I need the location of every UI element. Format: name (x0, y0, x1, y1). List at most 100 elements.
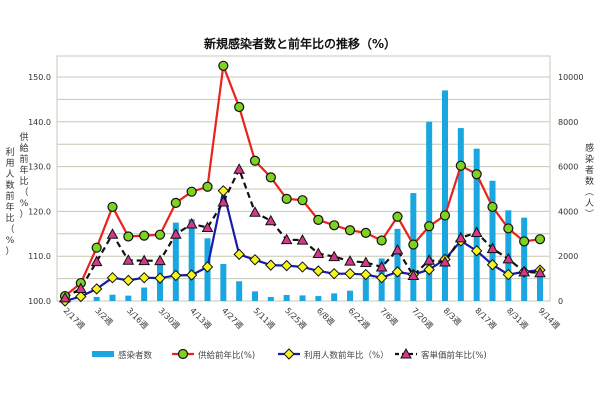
x-tick-label: 3/30週 (157, 306, 182, 331)
y-right-tick-label: 10000 (558, 73, 583, 82)
bar-cases (331, 293, 338, 301)
marker-diamond (391, 266, 404, 278)
legend-label: 供給前年比(%) (198, 350, 255, 361)
marker-triangle (470, 226, 483, 237)
bar-cases (347, 290, 353, 301)
y-left-axis-label-char: 前 (19, 153, 28, 165)
marker-circle (360, 227, 371, 239)
marker-triangle (344, 255, 356, 266)
marker-circle (202, 181, 213, 192)
marker-circle (519, 236, 530, 247)
marker-circle (313, 214, 324, 226)
marker-circle (408, 239, 419, 250)
y-left-axis-label-char: 比 (19, 175, 28, 187)
marker-circle (534, 234, 546, 245)
marker-circle (265, 172, 276, 183)
x-tick-label: 8/17週 (473, 306, 498, 331)
marker-circle (177, 348, 189, 360)
marker-triangle (138, 254, 151, 266)
bar-cases (362, 274, 369, 301)
bar-cases (457, 128, 464, 301)
legend-label: 感染者数 (118, 350, 153, 361)
marker-triangle (486, 242, 499, 254)
y-left-axis-label-char: 年 (5, 201, 14, 213)
x-tick-label: 3/2週 (93, 306, 114, 327)
marker-triangle (439, 255, 451, 267)
bar-cases (299, 295, 306, 301)
marker-triangle (400, 347, 412, 359)
marker-triangle (454, 231, 467, 243)
bar-cases (537, 271, 543, 301)
marker-circle (91, 242, 102, 253)
marker-diamond (185, 269, 198, 281)
marker-triangle (312, 247, 325, 259)
bar-cases (93, 296, 100, 301)
marker-circle (186, 186, 197, 197)
marker-circle (218, 60, 229, 71)
y-right-axis-label: 感染者数（人） (583, 143, 593, 220)
marker-diamond (486, 259, 499, 271)
y-right-tick-label: 0 (558, 297, 563, 306)
marker-triangle (154, 254, 166, 266)
marker-diamond (375, 271, 388, 284)
marker-diamond (344, 267, 356, 280)
y-left-axis-label-char: 人 (5, 169, 14, 180)
marker-triangle (106, 228, 119, 239)
marker-circle (170, 197, 181, 208)
marker-diamond (328, 267, 340, 280)
marker-triangle (423, 254, 436, 265)
bar-cases (394, 228, 401, 301)
marker-circle (487, 201, 498, 213)
marker-circle (344, 225, 356, 236)
y-left-tick-label: 120.0 (28, 207, 51, 216)
marker-triangle (59, 291, 71, 303)
marker-triangle (201, 221, 214, 233)
y-left-tick-label: 140.0 (28, 118, 51, 127)
marker-circle (249, 155, 261, 166)
bar-cases (426, 121, 433, 301)
y-left-axis-label-char: （ (19, 187, 28, 198)
marker-triangle (391, 243, 404, 255)
marker-triangle (169, 228, 182, 239)
marker-diamond (423, 263, 435, 276)
bar-cases (489, 180, 496, 301)
legend-label: 客単価前年比(%) (421, 350, 487, 361)
marker-diamond (283, 348, 295, 360)
legend-swatch-bar (92, 351, 114, 357)
y-left-tick-label: 150.0 (28, 73, 51, 82)
marker-circle (234, 101, 245, 113)
bar-cases (442, 90, 448, 301)
chart-title: 新規感染者数と前年比の推移（%） (204, 36, 396, 51)
bar-cases (125, 295, 132, 301)
y-left-tick-label: 130.0 (28, 163, 51, 172)
marker-diamond (470, 245, 483, 257)
marker-diamond (249, 254, 261, 266)
marker-diamond (106, 271, 119, 284)
y-left-axis-label-char: ） (5, 246, 14, 257)
x-tick-label: 8/3週 (442, 306, 463, 327)
x-tick-label: 7/6週 (378, 306, 399, 327)
x-tick-label: 4/13週 (188, 306, 213, 331)
y-right-tick-label: 2000 (558, 252, 578, 261)
y-right-tick-label: 6000 (558, 163, 578, 172)
marker-diamond (217, 185, 230, 197)
marker-circle (471, 169, 482, 180)
y-left-axis-label-char: 用 (5, 158, 14, 169)
marker-diamond (75, 290, 87, 303)
marker-triangle (217, 195, 230, 207)
marker-diamond (154, 272, 166, 284)
marker-triangle (249, 206, 261, 217)
marker-diamond (170, 269, 182, 282)
x-tick-label: 3/16週 (125, 306, 150, 331)
y-left-axis-label-char: 前 (5, 190, 14, 202)
x-tick-label: 2/17週 (62, 306, 87, 331)
marker-triangle (280, 233, 293, 245)
marker-circle (455, 160, 466, 171)
bar-cases (188, 219, 195, 301)
bar-cases (172, 222, 179, 301)
marker-circle (503, 223, 514, 234)
marker-triangle (90, 255, 103, 267)
marker-triangle (296, 234, 309, 245)
